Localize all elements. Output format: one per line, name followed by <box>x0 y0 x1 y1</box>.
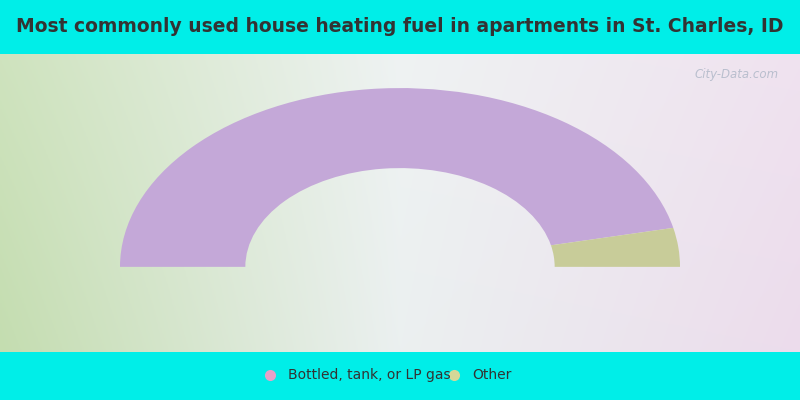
Text: Bottled, tank, or LP gas: Bottled, tank, or LP gas <box>288 368 450 382</box>
Text: Most commonly used house heating fuel in apartments in St. Charles, ID: Most commonly used house heating fuel in… <box>16 18 784 36</box>
Text: Other: Other <box>472 368 511 382</box>
Wedge shape <box>551 228 680 267</box>
Wedge shape <box>120 88 674 267</box>
Text: City-Data.com: City-Data.com <box>694 68 778 81</box>
